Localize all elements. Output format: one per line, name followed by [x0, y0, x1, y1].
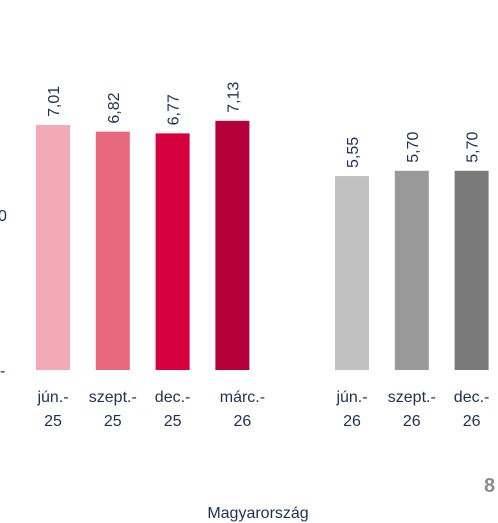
group-label: Magyarország [207, 505, 308, 522]
x-tick-label: 26 [343, 413, 361, 430]
x-tick-label: dec.- [454, 389, 490, 406]
value-label: 7,13 [225, 82, 242, 113]
x-tick-label: 25 [164, 413, 182, 430]
x-tick-label: jún.- [36, 389, 68, 406]
bar [394, 170, 429, 370]
cropped-text: 8 [484, 475, 495, 497]
x-tick-label: 26 [403, 413, 421, 430]
bar [454, 170, 489, 370]
x-tick-label: jún.- [335, 389, 367, 406]
x-tick-label: 25 [104, 413, 122, 430]
value-label: 6,77 [166, 94, 183, 125]
x-tick-label: 26 [463, 413, 481, 430]
x-tick-label: márc.- [220, 389, 265, 406]
cropped-axis-label: 0 [0, 208, 7, 225]
bar [215, 120, 250, 370]
bar [36, 125, 70, 370]
value-label: 6,82 [106, 92, 123, 123]
value-label: 5,70 [405, 132, 422, 163]
x-tick-label: szept.- [388, 389, 436, 406]
x-tick-label: 26 [234, 413, 252, 430]
value-label: 7,01 [46, 86, 63, 117]
x-tick-label: 25 [44, 413, 62, 430]
value-label: 5,70 [465, 132, 482, 163]
x-tick-label: dec.- [155, 389, 191, 406]
x-tick-label: szept.- [89, 389, 137, 406]
bar [335, 176, 369, 370]
cropped-axis-label: - [0, 363, 5, 380]
value-label: 5,55 [345, 137, 362, 168]
bar [155, 133, 190, 370]
bar [95, 131, 130, 370]
